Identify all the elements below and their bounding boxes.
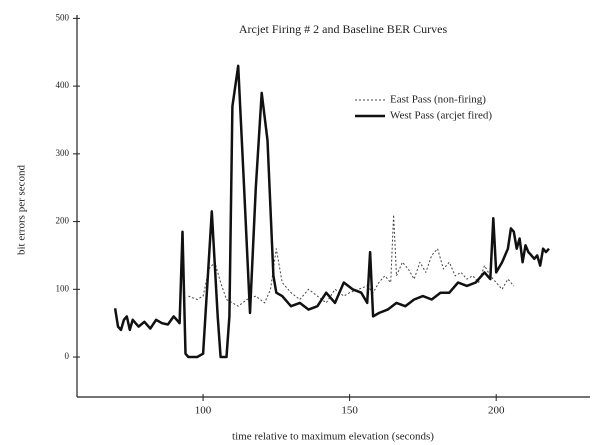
- y-axis-label: bit errors per second: [16, 164, 28, 255]
- y-tick-label: 500: [56, 12, 70, 22]
- legend-label: West Pass (arcjet fired): [390, 110, 492, 122]
- y-tick-label: 0: [65, 351, 70, 361]
- y-tick-label: 300: [56, 148, 70, 158]
- y-tick-label: 100: [56, 283, 70, 293]
- y-tick-label: 400: [56, 80, 70, 90]
- x-tick-label: 100: [195, 405, 212, 417]
- series-line: [188, 214, 515, 307]
- y-tick-label: 200: [56, 216, 70, 226]
- legend-label: East Pass (non-firing): [390, 94, 486, 106]
- x-tick-label: 200: [488, 405, 505, 417]
- x-tick-label: 150: [341, 405, 358, 417]
- chart-title: Arcjet Firing # 2 and Baseline BER Curve…: [239, 22, 448, 36]
- x-axis-label: time relative to maximum elevation (seco…: [232, 431, 434, 443]
- series-line: [113, 64, 550, 359]
